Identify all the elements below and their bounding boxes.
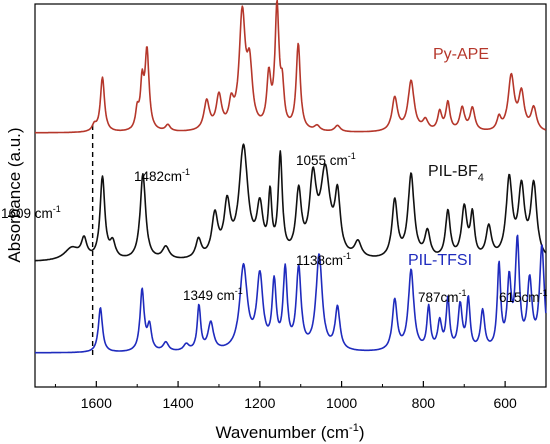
series-label-pil-tfsi: PIL-TFSI <box>408 252 472 269</box>
series-label-py-ape: Py-APE <box>433 46 489 63</box>
annotation-1055: 1055 cm-1 <box>296 151 356 168</box>
annotation-1482: 1482cm-1 <box>134 167 190 184</box>
annotation-1349-main: 1349 cm <box>183 288 235 303</box>
x-axis-label: Wavenumber (cm-1) <box>216 422 365 442</box>
annotation-1138-main: 1138cm <box>296 253 343 268</box>
annotation-615-sup: -1 <box>540 288 548 298</box>
x-axis-label-unit-sup: -1 <box>349 422 359 434</box>
annotation-1349: 1349 cm-1 <box>183 286 243 303</box>
x-axis-label-unit-end: ) <box>359 423 365 442</box>
annotation-1138: 1138cm-1 <box>296 251 351 268</box>
series-line-pil-bf4 <box>34 143 547 262</box>
x-tick-label-1000: 1000 <box>326 395 357 411</box>
x-ticks: 1600 1400 1200 1000 800 600 <box>54 381 547 411</box>
x-tick-label-1200: 1200 <box>244 395 275 411</box>
plot-frame <box>34 3 547 388</box>
annotation-1609-main: 1609 cm <box>1 206 53 221</box>
x-tick-label-1600: 1600 <box>81 395 112 411</box>
annotation-787-sup: -1 <box>459 288 467 298</box>
annotation-1138-sup: -1 <box>343 251 351 261</box>
x-axis-label-main: Wavenumber <box>216 423 317 442</box>
x-tick-label-800: 800 <box>412 395 436 411</box>
annotation-787-main: 787cm <box>418 290 459 305</box>
series-label-pil-tfsi-main: PIL-TFSI <box>408 252 472 269</box>
annotation-787: 787cm-1 <box>418 288 467 305</box>
x-tick-label-1400: 1400 <box>163 395 194 411</box>
peak-annotations: 1609 cm-1 1482cm-1 1055 cm-1 1349 cm-1 1… <box>1 151 548 305</box>
annotation-1609-sup: -1 <box>53 204 61 214</box>
series-line-pil-tfsi <box>34 234 547 354</box>
series-label-pil-bf4: PIL-BF4 <box>428 163 484 184</box>
x-tick-label-600: 600 <box>493 395 517 411</box>
series-line-py-ape <box>34 0 547 134</box>
x-axis-label-unit: (cm <box>321 423 349 442</box>
series-label-pil-bf4-main: PIL-BF <box>428 163 478 180</box>
series-labels: Py-APE PIL-BF4 PIL-TFSI <box>408 46 489 269</box>
annotation-615-main: 615cm <box>499 290 540 305</box>
series-label-py-ape-main: Py-APE <box>433 46 489 63</box>
annotation-615: 615cm-1 <box>499 288 548 305</box>
annotation-1055-main: 1055 cm <box>296 153 348 168</box>
series-layer <box>34 0 547 354</box>
y-axis-label: Absorbance (a.u.) <box>5 127 24 262</box>
series-label-pil-bf4-sub: 4 <box>478 172 484 184</box>
annotation-1482-sup: -1 <box>182 167 190 177</box>
annotation-1055-sup: -1 <box>348 151 356 161</box>
annotation-1349-sup: -1 <box>235 286 243 296</box>
annotation-1482-main: 1482cm <box>134 169 182 184</box>
annotation-1609: 1609 cm-1 <box>1 204 61 221</box>
